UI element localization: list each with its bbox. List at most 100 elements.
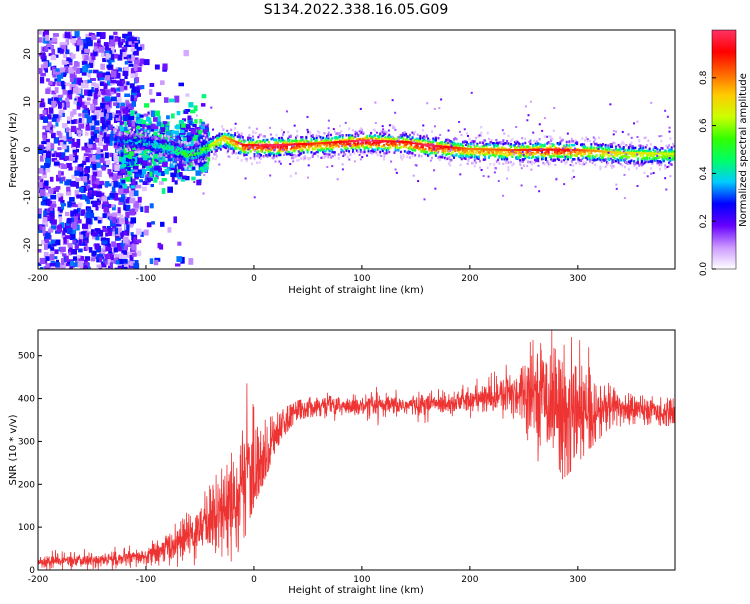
heatmap-cell: [581, 163, 584, 166]
heatmap-cell: [148, 146, 151, 150]
heatmap-cell: [648, 149, 651, 152]
heatmap-cell: [58, 111, 63, 117]
heatmap-cell: [300, 141, 303, 145]
heatmap-cell: [145, 175, 149, 181]
heatmap-cell: [451, 143, 454, 146]
heatmap-cell: [196, 151, 199, 154]
heatmap-cell: [572, 139, 575, 143]
heatmap-cell: [85, 126, 91, 131]
heatmap-cell: [362, 145, 365, 149]
heatmap-cell: [52, 114, 59, 119]
heatmap-cell: [152, 153, 159, 159]
heatmap-cell: [379, 132, 382, 136]
heatmap-cell: [484, 158, 487, 161]
heatmap-cell: [307, 145, 310, 148]
heatmap-cell: [486, 166, 489, 169]
heatmap-cell: [151, 142, 154, 145]
heatmap-cell: [77, 260, 84, 268]
heatmap-cell: [68, 129, 72, 137]
heatmap-cell: [120, 156, 127, 163]
heatmap-cell: [537, 157, 540, 160]
heatmap-cell: [89, 77, 96, 81]
heatmap-cell: [111, 70, 117, 78]
heatmap-cell: [136, 150, 139, 154]
heatmap-cell: [206, 141, 209, 145]
heatmap-cell: [98, 137, 103, 143]
heatmap-cell: [198, 158, 204, 164]
heatmap-cell: [105, 52, 110, 60]
heatmap-cell: [545, 152, 548, 155]
heatmap-cell: [616, 154, 619, 157]
heatmap-cell: [266, 145, 269, 148]
heatmap-cell: [188, 153, 191, 157]
heatmap-cell: [337, 157, 340, 160]
heatmap-cell: [557, 143, 560, 146]
heatmap-cell: [488, 137, 491, 141]
heatmap-cell: [40, 72, 46, 77]
heatmap-cell: [151, 221, 155, 225]
heatmap-cell: [143, 136, 146, 139]
heatmap-cell: [237, 135, 240, 139]
heatmap-cell: [161, 161, 168, 167]
heatmap-cell: [91, 56, 96, 60]
heatmap-cell: [148, 89, 153, 95]
heatmap-cell: [152, 144, 155, 147]
heatmap-cell: [219, 148, 222, 151]
heatmap-cell: [533, 152, 536, 155]
heatmap-cell: [104, 152, 109, 159]
heatmap-cell: [222, 128, 225, 131]
heatmap-cell: [111, 221, 116, 227]
heatmap-cell: [592, 148, 595, 151]
heatmap-cell: [342, 145, 345, 149]
heatmap-cell: [192, 123, 197, 128]
heatmap-cell: [159, 80, 165, 85]
heatmap-cell: [524, 147, 527, 150]
heatmap-cell: [460, 157, 463, 161]
heatmap-cell: [563, 150, 566, 153]
heatmap-cell: [153, 135, 156, 139]
heatmap-cell: [271, 151, 274, 155]
heatmap-cell: [227, 145, 230, 149]
heatmap-cell: [167, 146, 170, 149]
heatmap-cell: [415, 139, 418, 143]
heatmap-cell: [491, 142, 494, 145]
heatmap-cell: [455, 144, 458, 147]
heatmap-cell: [234, 144, 237, 147]
heatmap-cell: [149, 140, 152, 144]
heatmap-cell: [145, 140, 148, 143]
heatmap-cell: [58, 132, 63, 139]
heatmap-cell: [166, 144, 169, 147]
heatmap-cell: [95, 206, 99, 211]
heatmap-cell: [324, 137, 327, 140]
heatmap-cell: [399, 154, 402, 158]
heatmap-cell: [595, 146, 598, 150]
heatmap-cell: [441, 142, 444, 146]
heatmap-cell: [157, 144, 160, 147]
heatmap-cell: [590, 151, 593, 155]
heatmap-cell: [107, 259, 111, 266]
heatmap-cell: [194, 126, 201, 133]
heatmap-cell: [143, 145, 146, 149]
heatmap-cell: [455, 154, 458, 157]
heatmap-cell: [407, 135, 410, 139]
heatmap-cell: [77, 208, 81, 213]
heatmap-cell: [123, 266, 128, 269]
heatmap-cell: [115, 260, 120, 265]
heatmap-cell: [178, 151, 181, 155]
heatmap-cell: [199, 167, 205, 173]
heatmap-cell: [134, 139, 137, 142]
heatmap-cell: [218, 132, 221, 136]
heatmap-cell: [292, 139, 295, 143]
heatmap-cell: [170, 161, 173, 164]
heatmap-cell: [398, 136, 401, 140]
heatmap-cell: [552, 143, 555, 147]
heatmap-cell: [104, 96, 111, 102]
heatmap-cell: [92, 184, 99, 189]
heatmap-cell: [197, 160, 200, 163]
heatmap-cell: [620, 143, 623, 146]
heatmap-cell: [144, 205, 149, 213]
heatmap-cell: [425, 150, 428, 154]
heatmap-cell: [441, 150, 444, 153]
heatmap-cell: [42, 223, 46, 228]
heatmap-cell: [485, 152, 488, 155]
